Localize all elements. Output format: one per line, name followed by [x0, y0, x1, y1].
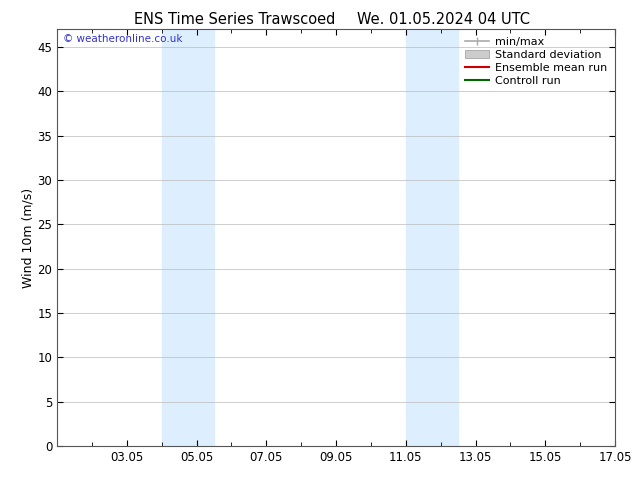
Bar: [162, 29, 214, 446]
Text: ENS Time Series Trawscoed: ENS Time Series Trawscoed: [134, 12, 335, 27]
Text: © weatheronline.co.uk: © weatheronline.co.uk: [63, 34, 182, 44]
Legend: min/max, Standard deviation, Ensemble mean run, Controll run: min/max, Standard deviation, Ensemble me…: [463, 35, 609, 88]
Text: We. 01.05.2024 04 UTC: We. 01.05.2024 04 UTC: [358, 12, 530, 27]
Bar: [406, 29, 458, 446]
Y-axis label: Wind 10m (m/s): Wind 10m (m/s): [22, 188, 34, 288]
